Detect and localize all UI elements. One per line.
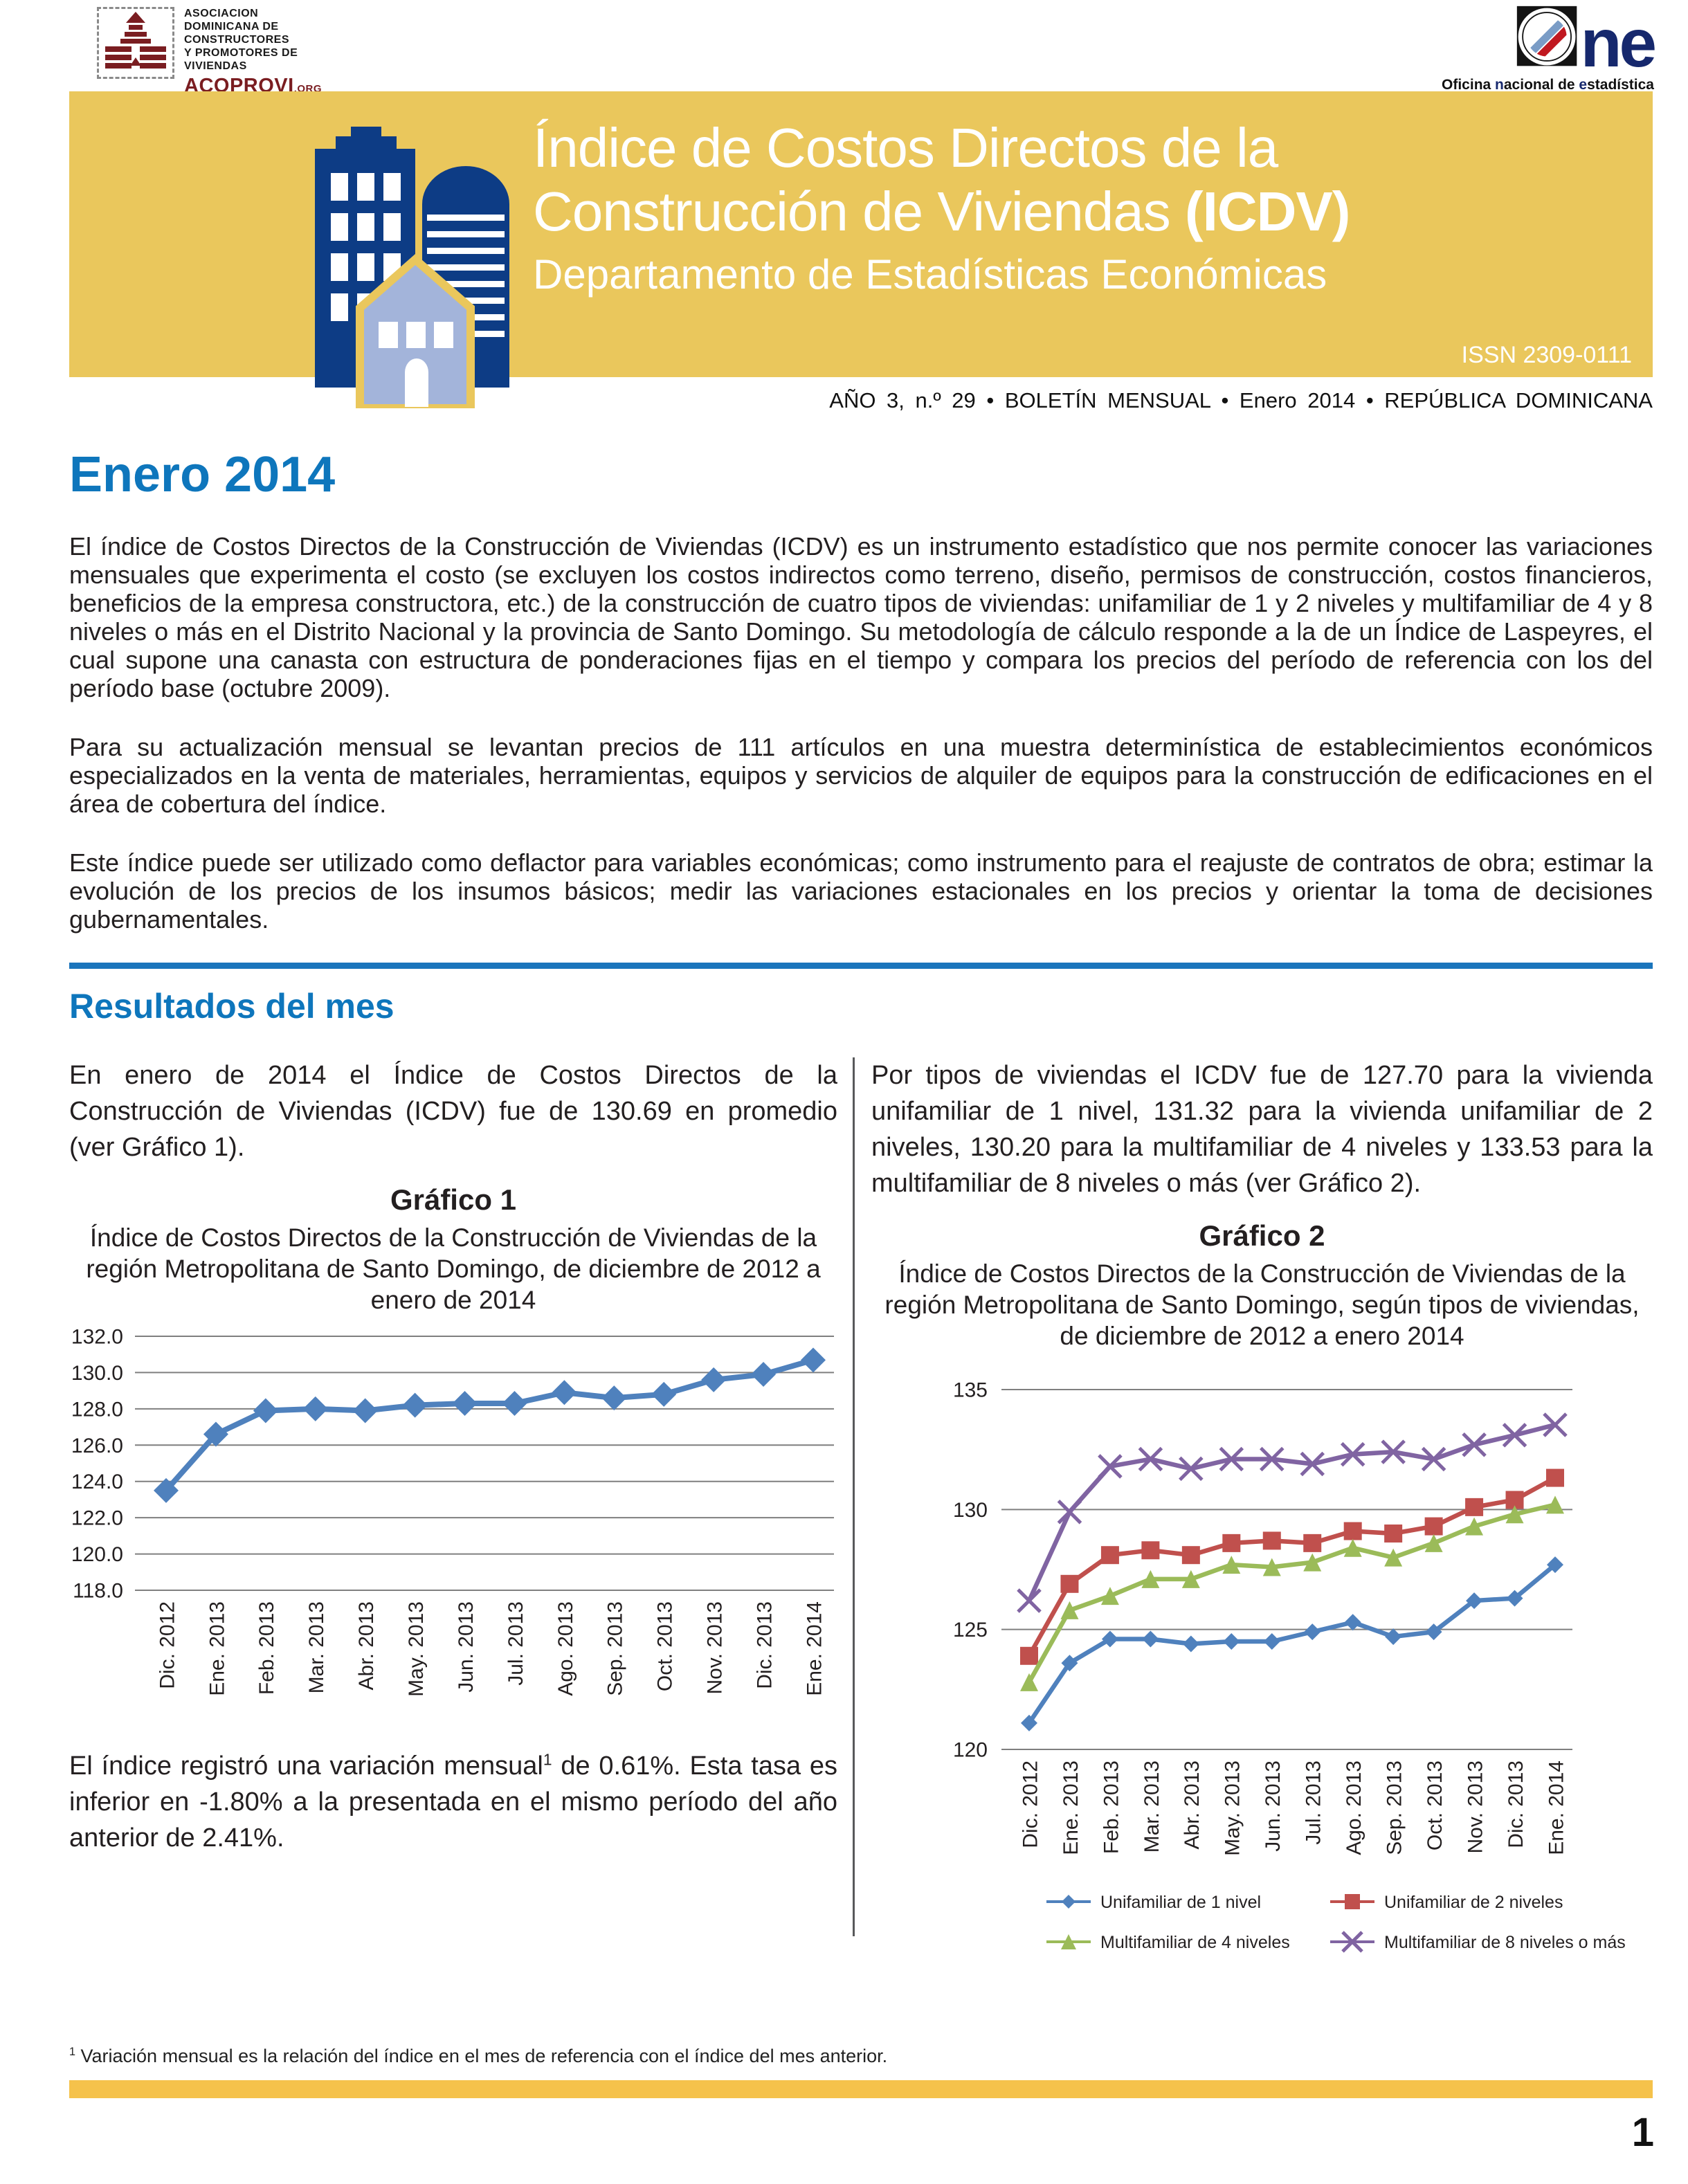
svg-text:Sep. 2013: Sep. 2013 [604, 1601, 627, 1696]
header-band: Índice de Costos Directos de la Construc… [69, 91, 1653, 412]
svg-text:126.0: 126.0 [71, 1435, 123, 1457]
svg-text:120.0: 120.0 [71, 1543, 123, 1566]
chart2-line-chart: 135 130 125 120 Dic. 2012 Ene. 2013 Feb. 2013 M… [953, 1379, 1626, 1953]
svg-text:Dic. 2013: Dic. 2013 [1505, 1760, 1527, 1848]
one-logo-ne: ne [1580, 5, 1657, 81]
svg-text:135: 135 [953, 1379, 988, 1402]
page-title: Enero 2014 [69, 447, 336, 502]
left-intro: En enero de 2014 el Índice de Costos Dir… [69, 1061, 837, 1162]
chart2-title: Gráfico 2 [1199, 1219, 1325, 1252]
svg-text:Mar. 2013: Mar. 2013 [1141, 1760, 1163, 1853]
footer-bar [69, 2080, 1653, 2098]
svg-text:132.0: 132.0 [71, 1326, 123, 1349]
svg-text:Mar. 2013: Mar. 2013 [305, 1601, 328, 1693]
one-logo-icon [1516, 4, 1579, 73]
svg-text:122.0: 122.0 [71, 1507, 123, 1530]
svg-text:Dic. 2012: Dic. 2012 [156, 1601, 179, 1689]
acoprovi-logo-text: ASOCIACION DOMINICANA DE CONSTRUCTORES Y… [184, 7, 322, 98]
svg-text:Ene. 2013: Ene. 2013 [1060, 1760, 1082, 1855]
acoprovi-line: CONSTRUCTORES [184, 34, 289, 46]
content: Enero 2014 El índice de Costos Directos … [69, 448, 1653, 1967]
svg-text:Abr. 2013: Abr. 2013 [1181, 1760, 1204, 1849]
svg-text:Abr. 2013: Abr. 2013 [355, 1601, 378, 1690]
title-line2: Construcción de Viviendas (ICDV) [533, 181, 1350, 242]
svg-text:Dic. 2012: Dic. 2012 [1019, 1760, 1042, 1848]
svg-text:Ene. 2013: Ene. 2013 [206, 1601, 228, 1696]
buildings-icon [183, 104, 599, 412]
paragraph-3: Este índice puede ser utilizado como def… [69, 848, 1653, 934]
svg-text:Feb. 2013: Feb. 2013 [255, 1601, 278, 1695]
right-column: Por tipos de viviendas el ICDV fue de 12… [871, 1057, 1653, 1967]
left-note: El índice registró una variación mensual… [69, 1750, 837, 1853]
svg-text:118.0: 118.0 [73, 1580, 123, 1603]
svg-text:May. 2013: May. 2013 [1222, 1760, 1244, 1856]
svg-text:Unifamiliar de 1 nivel: Unifamiliar de 1 nivel [1100, 1893, 1261, 1912]
footnote: 1 Variación mensual es la relación del í… [69, 2046, 888, 2066]
acoprovi-line: DOMINICANA DE [184, 21, 279, 33]
svg-text:Jul. 2013: Jul. 2013 [1303, 1760, 1325, 1845]
one-caption: Oficina nacional de estadística [1442, 77, 1654, 93]
chart1-title: Gráfico 1 [390, 1183, 517, 1216]
acoprovi-line: Y PROMOTORES DE [184, 47, 298, 59]
bulletin-title: Índice de Costos Directos de la Construc… [533, 116, 1350, 299]
chart1-caption: Índice de Costos Directos de la Construc… [86, 1223, 821, 1314]
svg-text:128.0: 128.0 [71, 1398, 123, 1421]
page-number: 1 [1631, 2110, 1654, 2155]
svg-text:120: 120 [953, 1739, 988, 1762]
acoprovi-logo-icon [97, 7, 174, 79]
svg-text:Ene. 2014: Ene. 2014 [803, 1601, 826, 1696]
svg-text:Nov. 2013: Nov. 2013 [704, 1601, 727, 1695]
svg-text:130.0: 130.0 [71, 1362, 123, 1385]
left-column: En enero de 2014 el Índice de Costos Dir… [69, 1057, 837, 1856]
svg-text:Oct. 2013: Oct. 2013 [654, 1601, 677, 1691]
title-line1: Índice de Costos Directos de la [533, 117, 1278, 179]
paragraph-2: Para su actualización mensual se levanta… [69, 733, 1653, 818]
svg-text:Unifamiliar de 2 niveles: Unifamiliar de 2 niveles [1384, 1893, 1563, 1912]
svg-text:124.0: 124.0 [71, 1471, 123, 1493]
svg-text:Nov. 2013: Nov. 2013 [1464, 1760, 1487, 1854]
acoprovi-line: VIVIENDAS [184, 60, 247, 72]
acoprovi-line: ASOCIACION [184, 8, 259, 19]
svg-text:Ene. 2014: Ene. 2014 [1545, 1760, 1568, 1855]
results-columns: En enero de 2014 el Índice de Costos Dir… [69, 1057, 1653, 1967]
svg-text:Dic. 2013: Dic. 2013 [753, 1601, 776, 1689]
svg-text:Feb. 2013: Feb. 2013 [1100, 1760, 1123, 1854]
one-logo: ne Oficina nacional de estadística [1442, 4, 1657, 93]
svg-text:Jun. 2013: Jun. 2013 [1262, 1760, 1285, 1852]
svg-text:130: 130 [953, 1499, 988, 1522]
section-rule [69, 963, 1653, 969]
right-intro: Por tipos de viviendas el ICDV fue de 12… [871, 1061, 1653, 1198]
svg-text:Ago. 2013: Ago. 2013 [554, 1601, 577, 1696]
acoprovi-logo: ASOCIACION DOMINICANA DE CONSTRUCTORES Y… [97, 7, 322, 98]
svg-text:Multifamiliar de 4 niveles: Multifamiliar de 4 niveles [1100, 1933, 1290, 1952]
chart2-caption: Índice de Costos Directos de la Construc… [884, 1259, 1640, 1350]
section-title: Resultados del mes [69, 987, 394, 1026]
chart1-line-chart: 132.0 130.0 128.0 126.0 124.0 122.0 120.0 118.0… [71, 1326, 834, 1697]
svg-text:Sep. 2013: Sep. 2013 [1383, 1760, 1406, 1855]
svg-text:Multifamiliar de 8 niveles o m: Multifamiliar de 8 niveles o más [1384, 1933, 1626, 1952]
paragraph-1: El índice de Costos Directos de la Const… [69, 532, 1653, 702]
column-divider [853, 1057, 855, 1936]
svg-text:125: 125 [953, 1619, 988, 1641]
bulletin-meta: AÑO 3, n.º 29 • BOLETÍN MENSUAL • Enero … [829, 388, 1653, 412]
svg-text:Ago. 2013: Ago. 2013 [1343, 1760, 1365, 1855]
svg-text:Jul. 2013: Jul. 2013 [505, 1601, 527, 1686]
svg-text:May. 2013: May. 2013 [405, 1601, 428, 1697]
title-subtitle: Departamento de Estadísticas Económicas [533, 251, 1327, 298]
issn: ISSN 2309-0111 [1461, 342, 1632, 368]
top-logo-row: ASOCIACION DOMINICANA DE CONSTRUCTORES Y… [0, 0, 1688, 97]
svg-text:Oct. 2013: Oct. 2013 [1424, 1760, 1446, 1850]
svg-text:Jun. 2013: Jun. 2013 [455, 1601, 478, 1693]
